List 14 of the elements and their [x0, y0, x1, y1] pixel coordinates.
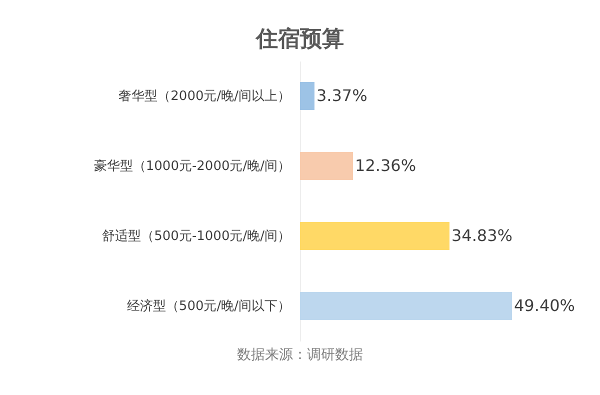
y-tick-label: 豪华型（1000元-2000元/晚/间）	[94, 159, 290, 174]
bar	[300, 152, 354, 180]
data-label: 3.37%	[316, 86, 368, 105]
source-note: 数据来源：调研数据	[236, 346, 364, 364]
chart-title: 住宿预算	[254, 26, 345, 54]
y-tick-label: 舒适型（500元-1000元/晚/间）	[102, 229, 290, 244]
bar	[300, 222, 450, 250]
bar	[300, 292, 512, 320]
y-tick-label: 经济型（500元/晚/间以下）	[126, 299, 290, 314]
data-label: 34.83%	[451, 226, 512, 245]
data-label: 49.40%	[514, 296, 576, 315]
data-label: 12.36%	[355, 156, 416, 175]
y-tick-label: 奢华型（2000元/晚/间以上）	[118, 89, 290, 104]
bar	[300, 82, 314, 110]
